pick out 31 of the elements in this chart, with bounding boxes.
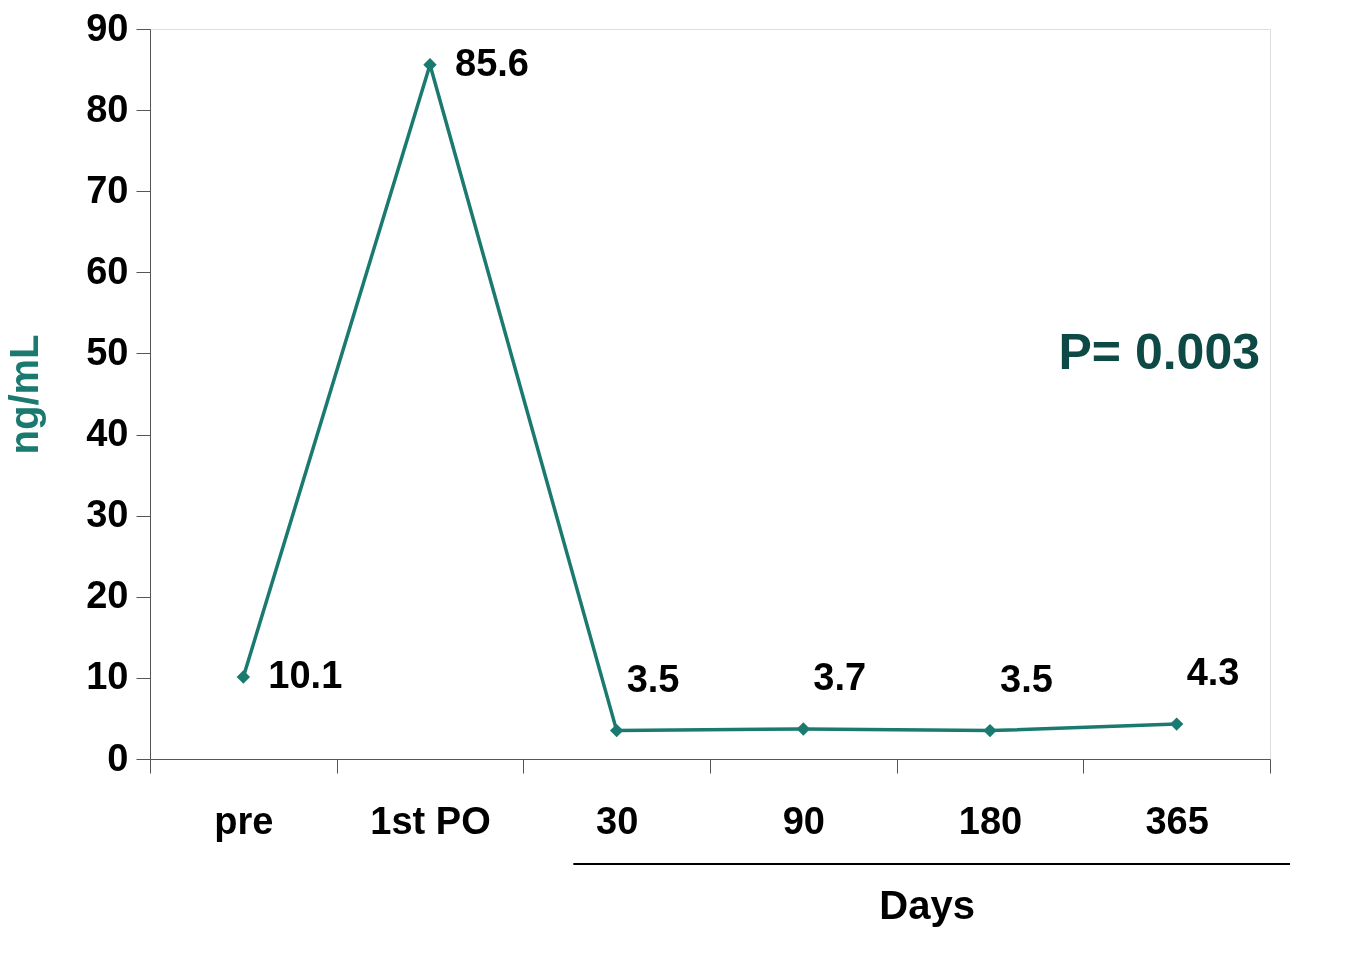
point	[236, 670, 251, 684]
x-axis-title: Days	[879, 882, 975, 927]
x-tick-label: 30	[596, 799, 639, 842]
y-axis-title: ng/mL	[2, 334, 47, 455]
data-label: 4.3	[1186, 651, 1240, 694]
y-tick-label: 90	[86, 6, 129, 49]
data-label: 3.5	[626, 657, 680, 700]
y-tick-label: 60	[86, 249, 129, 292]
y-tick-label: 70	[86, 168, 129, 211]
point	[1169, 717, 1184, 731]
point	[609, 723, 624, 738]
x-tick-label: 365	[1145, 799, 1209, 842]
point	[796, 722, 811, 736]
y-tick-label: 50	[86, 330, 129, 373]
y-tick-label: 80	[86, 87, 129, 130]
point	[983, 723, 997, 738]
y-tick-label: 0	[107, 736, 129, 779]
data-label: 10.1	[268, 654, 343, 697]
data-label: 85.6	[455, 41, 529, 84]
data-label: 3.5	[1000, 657, 1053, 700]
y-tick-label: 10	[86, 655, 129, 698]
point	[423, 57, 437, 72]
x-tick-label: 90	[782, 799, 825, 842]
data-label: 3.7	[813, 655, 867, 698]
annotation: P= 0.003	[1058, 324, 1260, 380]
x-tick-label: 180	[958, 799, 1023, 842]
y-tick-label: 40	[86, 412, 129, 455]
x-tick-label: pre	[214, 799, 274, 842]
y-tick-label: 20	[86, 574, 129, 617]
y-tick-label: 30	[86, 493, 129, 536]
x-tick-label: 1st PO	[370, 799, 491, 842]
